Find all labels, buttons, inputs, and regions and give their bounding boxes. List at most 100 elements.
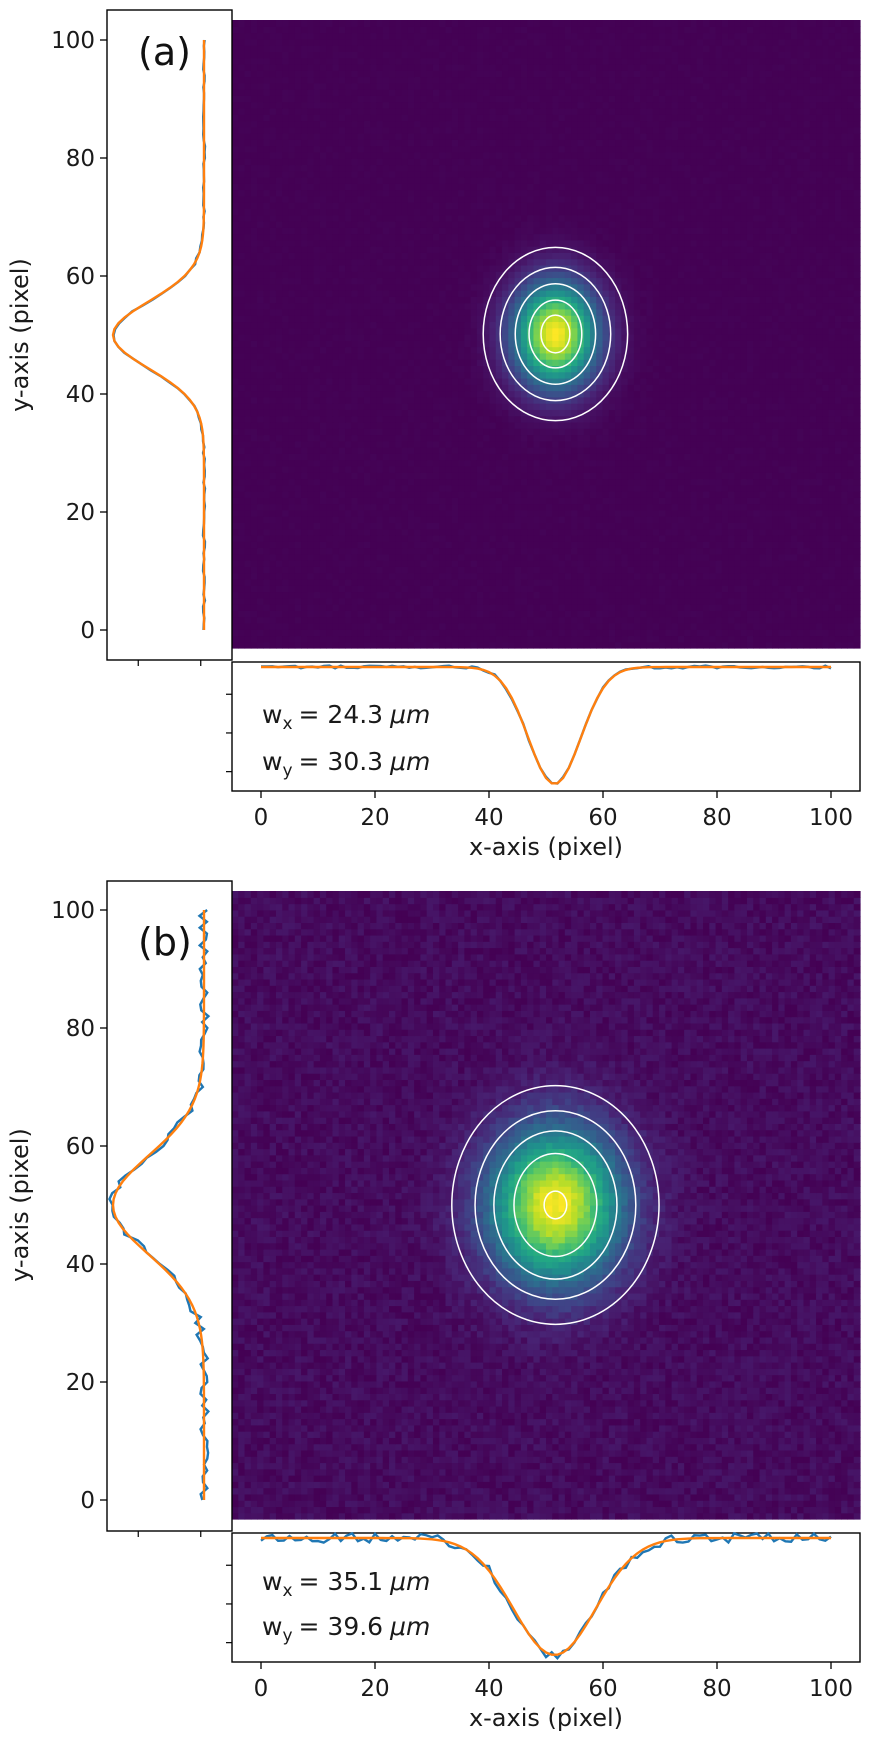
heatmap-pixel xyxy=(502,629,509,636)
heatmap-pixel xyxy=(546,585,553,592)
heatmap-pixel xyxy=(326,591,333,598)
heatmap-pixel xyxy=(402,604,409,611)
heatmap-pixel xyxy=(621,497,628,504)
heatmap-pixel xyxy=(314,579,321,586)
heatmap-pixel xyxy=(803,504,810,511)
heatmap-pixel xyxy=(810,472,817,479)
heatmap-pixel xyxy=(345,529,352,536)
heatmap-pixel xyxy=(791,491,798,498)
heatmap-pixel xyxy=(772,472,779,479)
heatmap-pixel xyxy=(741,529,748,536)
heatmap-pixel xyxy=(822,516,829,523)
heatmap-pixel xyxy=(332,617,339,624)
heatmap-pixel xyxy=(314,598,321,605)
heatmap-pixel xyxy=(760,591,767,598)
heatmap-pixel xyxy=(646,548,653,555)
heatmap-pixel xyxy=(584,560,591,567)
heatmap-pixel xyxy=(527,635,534,642)
heatmap-pixel xyxy=(383,516,390,523)
heatmap-pixel xyxy=(552,510,559,517)
heatmap-pixel xyxy=(847,535,854,542)
heatmap-pixel xyxy=(540,585,547,592)
heatmap-pixel xyxy=(653,642,660,649)
heatmap-pixel xyxy=(634,579,641,586)
heatmap-pixel xyxy=(408,548,415,555)
heatmap-pixel xyxy=(314,535,321,542)
heatmap-pixel xyxy=(791,629,798,636)
heatmap-pixel xyxy=(251,548,258,555)
heatmap-pixel xyxy=(584,591,591,598)
heatmap-pixel xyxy=(402,504,409,511)
heatmap-pixel xyxy=(452,504,459,511)
heatmap-pixel xyxy=(326,541,333,548)
heatmap-pixel xyxy=(571,541,578,548)
heatmap-pixel xyxy=(829,504,836,511)
heatmap-pixel xyxy=(665,560,672,567)
heatmap-pixel xyxy=(263,598,270,605)
heatmap-pixel xyxy=(314,516,321,523)
heatmap-pixel xyxy=(232,610,239,617)
heatmap-pixel xyxy=(653,635,660,642)
heatmap-pixel xyxy=(760,541,767,548)
heatmap-pixel xyxy=(339,504,346,511)
heatmap-pixel xyxy=(464,535,471,542)
heatmap-pixel xyxy=(446,598,453,605)
heatmap-pixel xyxy=(433,466,440,473)
heatmap-pixel xyxy=(571,460,578,467)
heatmap-pixel xyxy=(753,472,760,479)
heatmap-pixel xyxy=(728,585,735,592)
heatmap-pixel xyxy=(489,554,496,561)
heatmap-pixel xyxy=(370,635,377,642)
heatmap-pixel xyxy=(621,535,628,542)
heatmap-pixel xyxy=(452,642,459,649)
heatmap-pixel xyxy=(370,522,377,529)
heatmap-pixel xyxy=(232,635,239,642)
heatmap-pixel xyxy=(603,460,610,467)
heatmap-pixel xyxy=(621,573,628,580)
heatmap-pixel xyxy=(835,529,842,536)
heatmap-pixel xyxy=(420,510,427,517)
heatmap-pixel xyxy=(772,554,779,561)
heatmap-pixel xyxy=(301,472,308,479)
heatmap-pixel xyxy=(778,516,785,523)
heatmap-pixel xyxy=(829,516,836,523)
heatmap-pixel xyxy=(577,535,584,542)
heatmap-pixel xyxy=(603,573,610,580)
heatmap-pixel xyxy=(552,642,559,649)
heatmap-pixel xyxy=(766,529,773,536)
heatmap-pixel xyxy=(565,623,572,630)
heatmap-pixel xyxy=(615,642,622,649)
heatmap-pixel xyxy=(458,573,465,580)
heatmap-pixel xyxy=(295,516,302,523)
heatmap-pixel xyxy=(653,623,660,630)
heatmap-pixel xyxy=(345,472,352,479)
heatmap-pixel xyxy=(326,504,333,511)
heatmap-pixel xyxy=(741,560,748,567)
heatmap-pixel xyxy=(609,610,616,617)
heatmap-pixel xyxy=(483,554,490,561)
heatmap-pixel xyxy=(408,635,415,642)
heatmap-pixel xyxy=(615,610,622,617)
heatmap-pixel xyxy=(672,504,679,511)
heatmap-pixel xyxy=(854,541,861,548)
heatmap-pixel xyxy=(678,516,685,523)
heatmap-pixel xyxy=(345,610,352,617)
heatmap-pixel xyxy=(351,522,358,529)
heatmap-pixel xyxy=(816,598,823,605)
heatmap-pixel xyxy=(358,604,365,611)
heatmap-pixel xyxy=(653,485,660,492)
heatmap-pixel xyxy=(458,591,465,598)
heatmap-pixel xyxy=(577,485,584,492)
heatmap-pixel xyxy=(439,598,446,605)
heatmap-pixel xyxy=(816,510,823,517)
heatmap-pixel xyxy=(546,522,553,529)
heatmap-pixel xyxy=(477,610,484,617)
heatmap-pixel xyxy=(395,566,402,573)
heatmap-pixel xyxy=(533,548,540,555)
heatmap-pixel xyxy=(734,510,741,517)
heatmap-pixel xyxy=(489,516,496,523)
heatmap-pixel xyxy=(414,529,421,536)
heatmap-pixel xyxy=(232,598,239,605)
heatmap-pixel xyxy=(854,573,861,580)
heatmap-pixel xyxy=(477,554,484,561)
